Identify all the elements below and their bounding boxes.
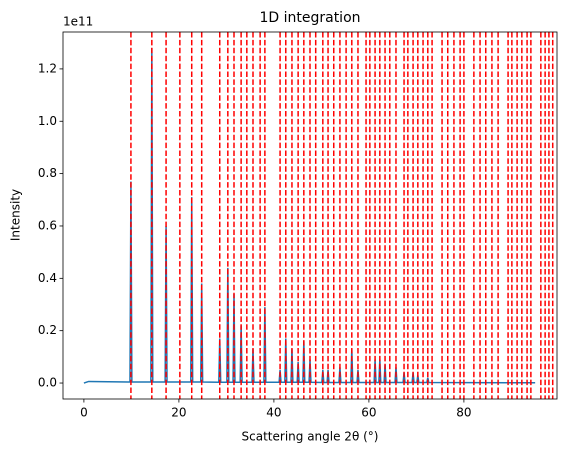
data-line (83, 47, 536, 384)
y-tick-label: 0.0 (38, 376, 57, 390)
chart-title: 1D integration (259, 10, 360, 26)
y-tick-label: 0.8 (38, 166, 57, 180)
y-offset-text: 1e11 (63, 15, 93, 29)
x-axis-label: Scattering angle 2θ (°) (242, 430, 379, 444)
x-tick-label: 40 (266, 406, 281, 420)
plot-area (83, 32, 554, 399)
y-axis-label: Intensity (9, 189, 23, 241)
axes-frame (62, 31, 558, 400)
x-tick-label: 80 (456, 406, 471, 420)
y-tick-label: 0.2 (38, 323, 57, 337)
y-tick-label: 1.2 (38, 61, 57, 75)
y-tick-label: 0.6 (38, 218, 57, 232)
x-tick-label: 20 (171, 406, 186, 420)
x-tick-label: 60 (361, 406, 376, 420)
y-tick-label: 1.0 (38, 114, 57, 128)
y-tick-label: 0.4 (38, 271, 57, 285)
x-tick-label: 0 (80, 406, 88, 420)
